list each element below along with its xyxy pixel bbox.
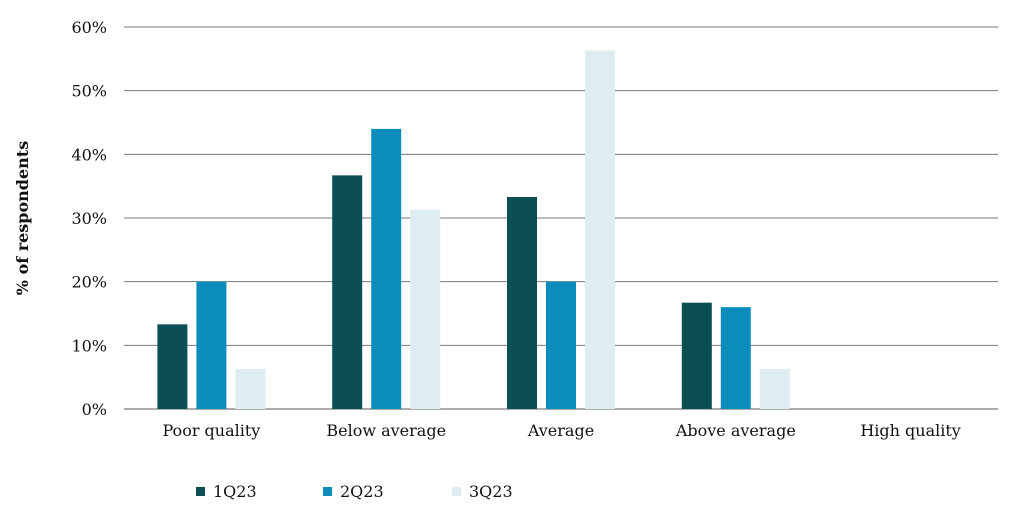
bar: [720, 307, 751, 409]
y-tick-label: 60%: [71, 18, 107, 37]
legend-swatch: [323, 487, 332, 496]
y-tick-label: 50%: [71, 82, 107, 101]
y-axis-title: % of respondents: [13, 141, 32, 295]
bar: [546, 281, 576, 409]
bar: [371, 128, 402, 409]
legend-swatch: [452, 487, 461, 496]
x-category-label: Average: [527, 421, 594, 440]
bar: [196, 281, 227, 409]
bar-layer: [157, 50, 790, 409]
y-tick-label: 10%: [71, 336, 107, 355]
y-axis-ticks: 0% 10% 20% 30% 40% 50% 60%: [71, 18, 107, 419]
y-tick-label: 30%: [71, 209, 107, 228]
bar: [157, 324, 188, 409]
x-category-label: Above average: [675, 421, 796, 440]
legend-swatch: [196, 487, 205, 496]
y-tick-label: 40%: [71, 145, 107, 164]
legend-label: 2Q23: [340, 482, 384, 501]
bar: [759, 368, 790, 409]
y-tick-label: 0%: [82, 400, 107, 419]
legend-label: 1Q23: [213, 482, 257, 501]
x-category-label: Poor quality: [162, 421, 260, 440]
bar: [235, 368, 266, 409]
bar: [681, 302, 712, 409]
bar: [507, 196, 537, 409]
bar: [410, 209, 441, 409]
x-category-label: Below average: [326, 421, 446, 440]
legend-item: 1Q23: [196, 482, 257, 501]
legend-label: 3Q23: [469, 482, 513, 501]
y-tick-label: 20%: [71, 273, 107, 292]
x-category-label: High quality: [860, 421, 961, 440]
bar: [585, 50, 615, 409]
legend-item: 2Q23: [323, 482, 384, 501]
legend: 1Q23 2Q23 3Q23: [196, 482, 513, 501]
bar: [332, 175, 363, 409]
x-axis-categories: Poor quality Below average Average Above av…: [162, 421, 960, 440]
legend-item: 3Q23: [452, 482, 513, 501]
